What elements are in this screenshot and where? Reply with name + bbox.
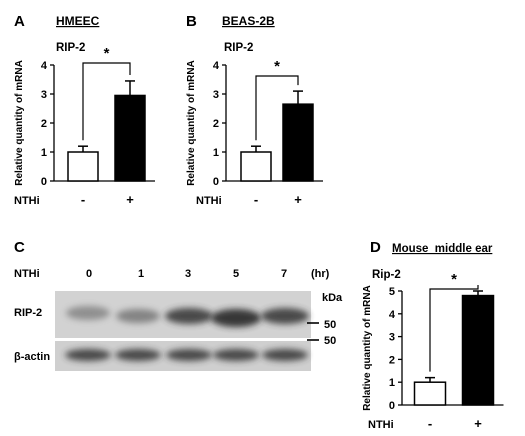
y-tick-label: 3: [389, 332, 395, 344]
y-tick-label: 2: [389, 354, 395, 366]
significance-bracket: [429, 285, 479, 372]
blot-row-label-rip2: RIP-2: [14, 307, 42, 319]
significance-bracket: [255, 75, 299, 141]
x-category-label: -: [254, 192, 258, 207]
blot-bands: [65, 306, 309, 361]
marker-label-upper: 50: [324, 319, 336, 331]
significance-star: *: [104, 45, 110, 62]
blot-band: [211, 309, 261, 327]
blot-band: [213, 349, 259, 361]
panel-b-letter: B: [186, 13, 197, 30]
blot-band: [115, 349, 161, 361]
y-axis-label: Relative quantity of mRNA: [362, 285, 373, 411]
bar: [413, 381, 447, 406]
y-axis-label: Relative quantity of mRNA: [14, 60, 25, 186]
significance-star: *: [451, 271, 457, 288]
y-tick-label: 0: [389, 400, 395, 412]
x-axis-label: NTHi: [14, 195, 40, 207]
y-tick-label: 2: [213, 118, 219, 130]
y-tick-label: 1: [213, 147, 219, 159]
x-axis-label: NTHi: [196, 195, 222, 207]
x-category-label: -: [428, 416, 432, 431]
blot-treatment-label: NTHi: [14, 268, 40, 280]
y-tick-label: 4: [389, 309, 396, 321]
y-tick-label: 2: [41, 118, 47, 130]
marker-label-lower: 50: [324, 335, 336, 347]
x-axis-label: NTHi: [368, 419, 394, 431]
blot-timepoint: 7: [281, 268, 287, 280]
blot-timepoint: 0: [86, 268, 92, 280]
panel-a-letter: A: [14, 13, 25, 30]
y-axis-label: Relative quantity of mRNA: [186, 60, 197, 186]
panel-d-gene-label: Rip-2: [372, 269, 401, 281]
blot-timepoint: 1: [138, 268, 144, 280]
x-category-label: +: [294, 192, 302, 207]
y-tick-label: 3: [41, 89, 47, 101]
bar: [67, 151, 99, 182]
bar: [282, 103, 314, 182]
panel-c-letter: C: [14, 239, 25, 256]
blot-band: [116, 309, 160, 323]
blot-timepoint: 3: [185, 268, 191, 280]
y-tick-label: 0: [213, 176, 219, 188]
significance-bracket: [82, 62, 131, 141]
x-category-label: -: [81, 192, 85, 207]
blot-band: [262, 349, 308, 361]
panel-b-cell-title: BEAS-2B: [222, 14, 275, 28]
blot-time-unit: (hr): [311, 268, 330, 280]
panel-d-letter: D: [370, 239, 381, 256]
blot-timepoint: 5: [233, 268, 239, 280]
bar: [461, 294, 495, 406]
x-category-label: +: [474, 416, 482, 431]
y-tick-label: 0: [41, 176, 47, 188]
panel-a-cell-title: HMEEC: [56, 14, 100, 28]
y-tick-label: 4: [41, 60, 48, 72]
blot-band: [166, 349, 212, 361]
blot-band: [165, 308, 213, 324]
panel-b-gene-label: RIP-2: [224, 42, 253, 54]
blot-band: [65, 349, 111, 361]
x-category-label: +: [126, 192, 134, 207]
bar: [114, 94, 146, 182]
y-tick-label: 1: [41, 147, 47, 159]
bar: [240, 151, 272, 182]
blot-kda-label: kDa: [322, 292, 343, 304]
y-tick-label: 4: [213, 60, 220, 72]
blot-band: [261, 308, 309, 324]
panel-d-cell-title: Mouse middle ear: [392, 243, 493, 255]
panel-a-gene-label: RIP-2: [56, 42, 85, 54]
y-tick-label: 1: [389, 377, 395, 389]
y-tick-label: 5: [389, 286, 395, 298]
blot-band: [66, 306, 110, 320]
significance-star: *: [274, 58, 280, 75]
y-tick-label: 3: [213, 89, 219, 101]
blot-row-label-actin: β-actin: [14, 351, 50, 363]
